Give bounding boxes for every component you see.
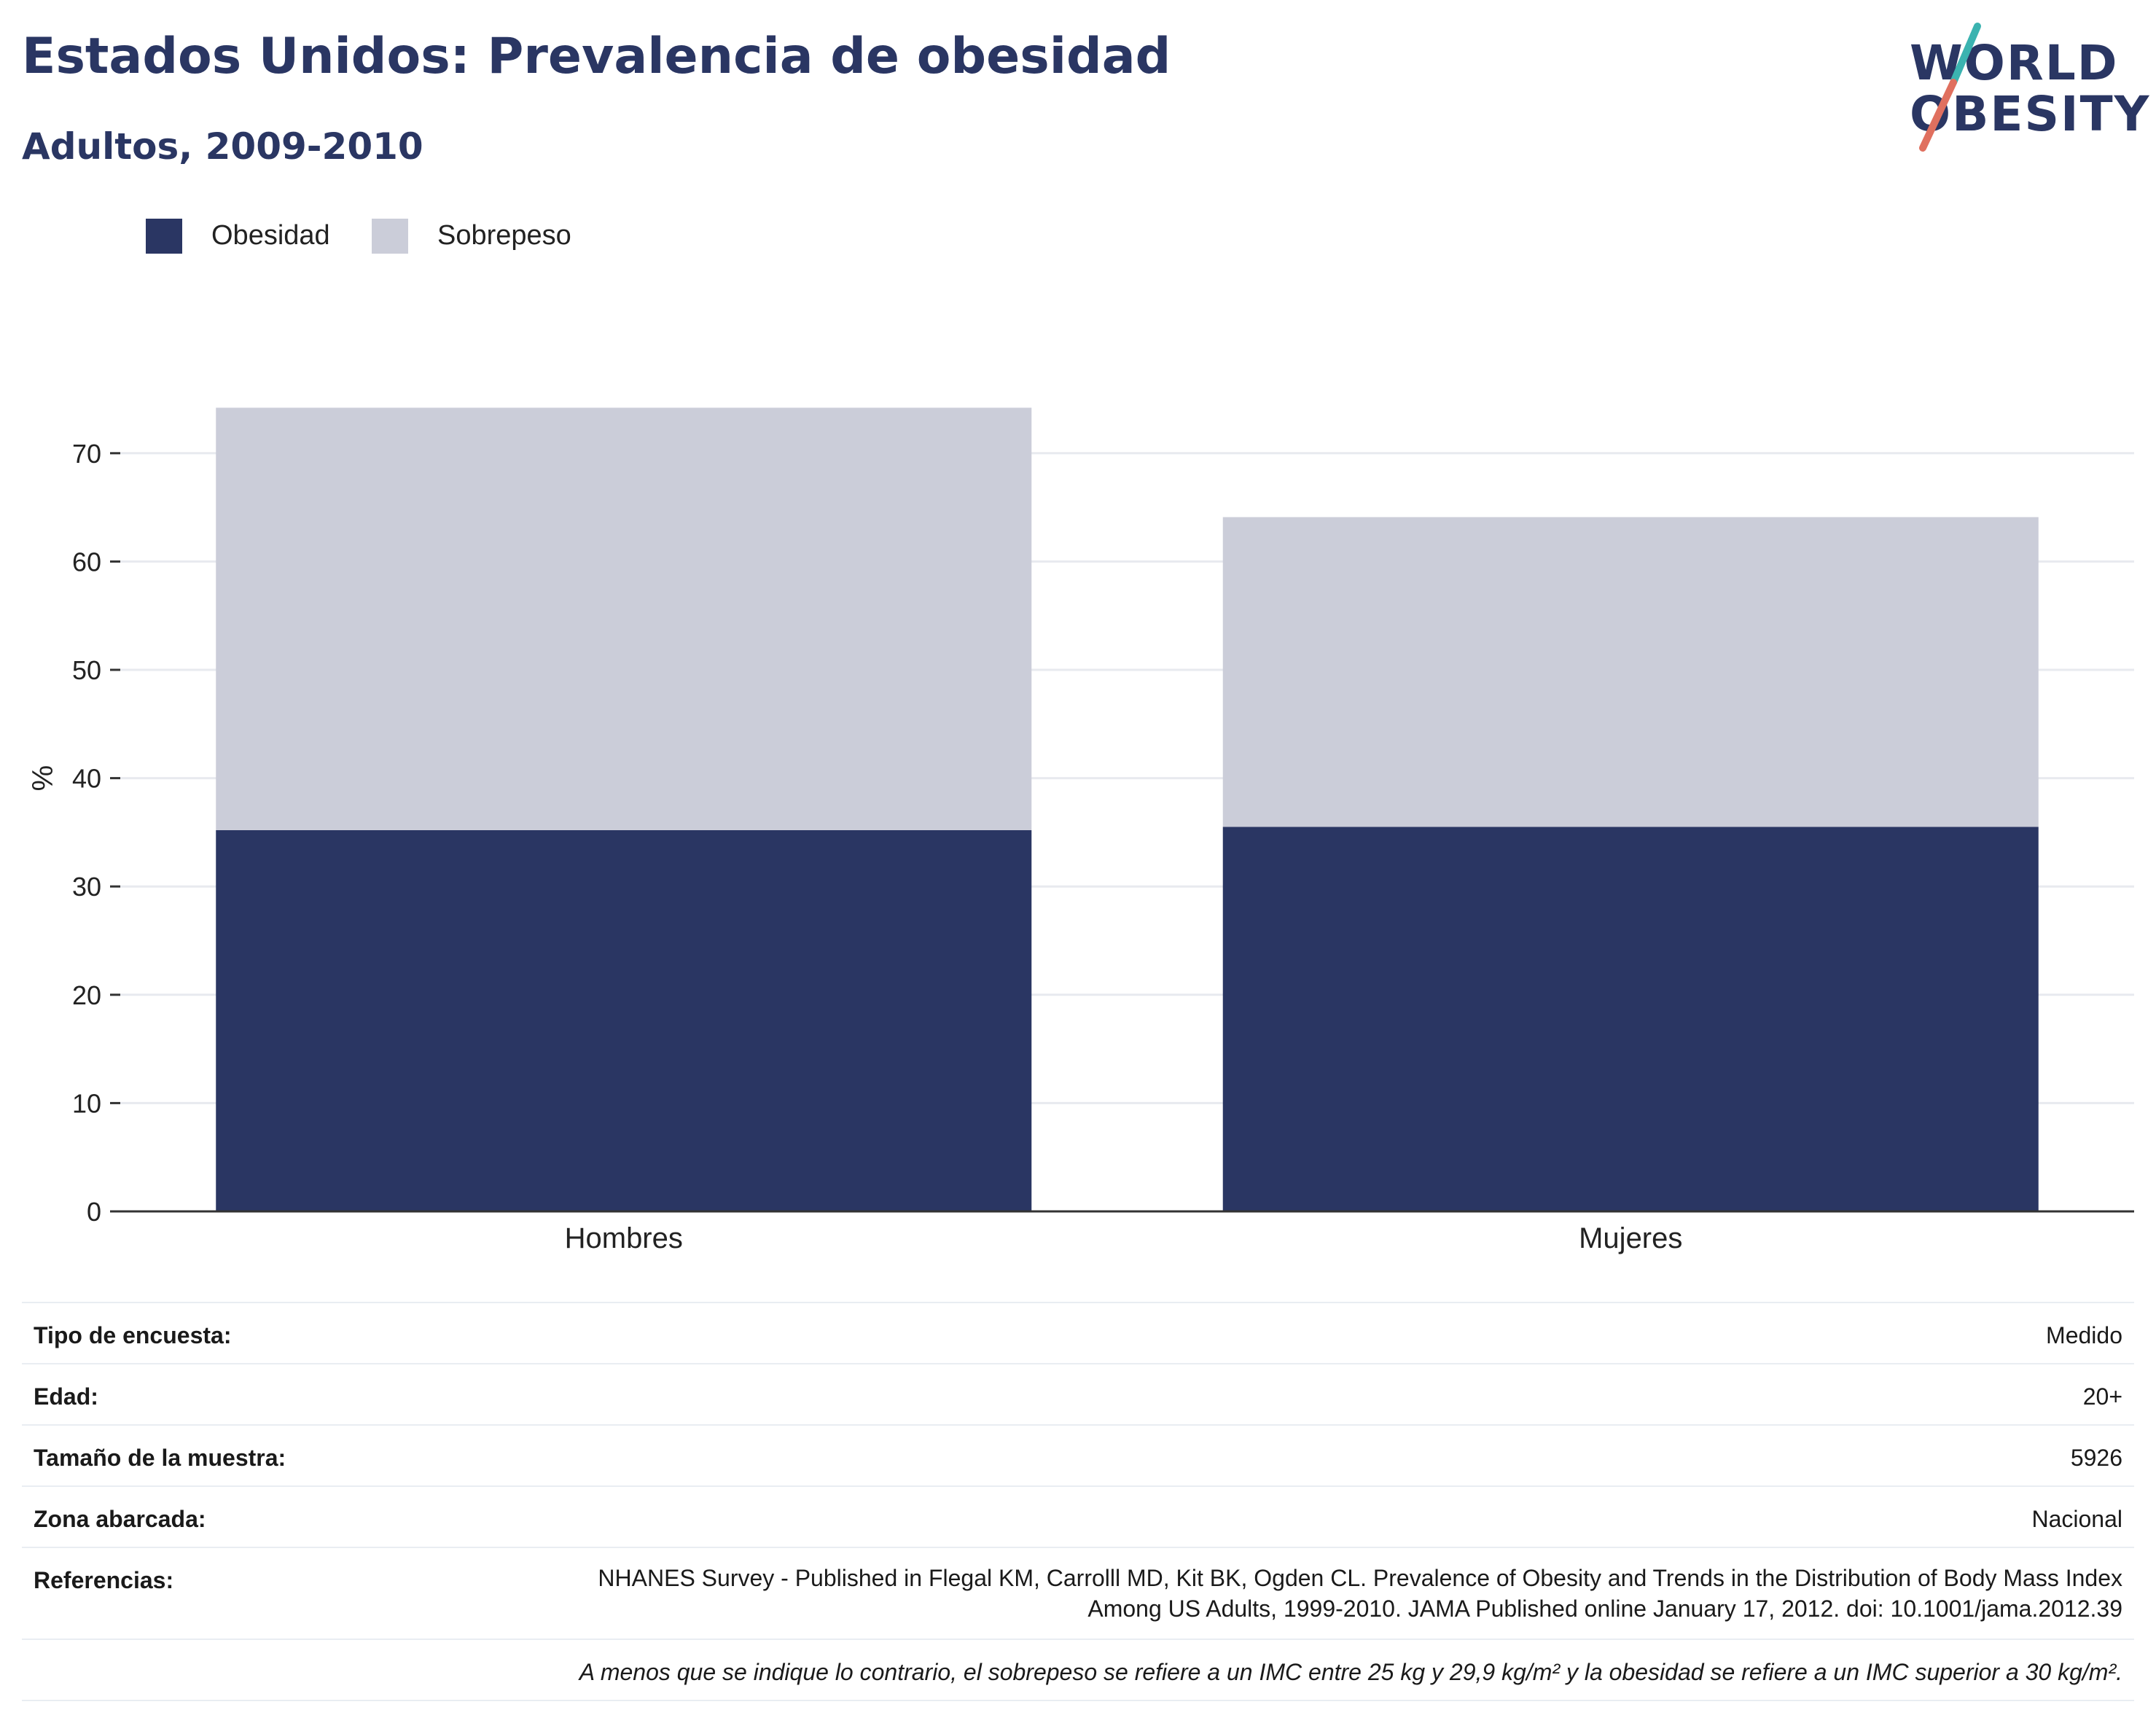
info-row-edad: Edad: 20+	[22, 1364, 2134, 1426]
y-tick-label: 30	[72, 872, 101, 902]
y-tick-label: 60	[72, 547, 101, 577]
world-obesity-logo: WORLD OBESITY	[1895, 20, 2149, 159]
y-tick-label: 70	[72, 439, 101, 469]
info-label: Tamaño de la muestra:	[34, 1445, 286, 1471]
info-row-muestra: Tamaño de la muestra: 5926	[22, 1426, 2134, 1487]
logo-line-1: WORLD	[1910, 35, 2119, 91]
chart-subtitle: Adultos, 2009-2010	[22, 125, 423, 168]
bar-obesidad-hombres	[216, 829, 1032, 1211]
bar-obesidad-mujeres	[1222, 827, 2039, 1211]
chart-title: Estados Unidos: Prevalencia de obesidad	[22, 28, 1171, 85]
info-label: Edad:	[34, 1383, 98, 1410]
info-label: Zona abarcada:	[34, 1506, 206, 1532]
y-tick-label: 20	[72, 980, 101, 1010]
legend-swatch-obesidad	[146, 219, 182, 254]
info-label: Tipo de encuesta:	[34, 1322, 232, 1348]
info-row-referencias: Referencias: NHANES Survey - Published i…	[22, 1548, 2134, 1640]
stacked-bar-chart: 0 10 20 30 40 50 60 70% Hombres Mujeres	[27, 407, 2134, 1254]
info-value: 5926	[2070, 1445, 2122, 1471]
y-axis-label: %	[27, 765, 59, 792]
info-row-zona: Zona abarcada: Nacional	[22, 1487, 2134, 1548]
legend-swatch-sobrepeso	[372, 219, 408, 254]
footnote: A menos que se indique lo contrario, el …	[579, 1659, 2122, 1685]
y-tick-label: 50	[72, 655, 101, 685]
survey-info-table: Tipo de encuesta: Medido Edad: 20+ Tamañ…	[22, 1302, 2134, 1701]
info-value: 20+	[2082, 1383, 2122, 1410]
x-tick-label: Mujeres	[1579, 1222, 1682, 1254]
info-value: Medido	[2046, 1322, 2122, 1348]
bar-sobrepeso-mujeres	[1222, 517, 2039, 827]
y-tick-label: 40	[72, 764, 101, 794]
info-row-note: A menos que se indique lo contrario, el …	[22, 1640, 2134, 1701]
info-label: Referencias:	[34, 1567, 174, 1593]
info-value: Nacional	[2031, 1506, 2122, 1532]
legend-label-obesidad: Obesidad	[211, 220, 330, 251]
info-value-reference: NHANES Survey - Published in Flegal KM, …	[598, 1565, 2122, 1622]
y-tick-label: 0	[87, 1197, 101, 1227]
y-tick-label: 10	[72, 1088, 101, 1118]
info-row-tipo: Tipo de encuesta: Medido	[22, 1302, 2134, 1364]
logo-slash-icon	[1919, 23, 1981, 152]
legend-label-sobrepeso: Sobrepeso	[437, 220, 571, 251]
x-tick-label: Hombres	[565, 1222, 683, 1254]
bar-sobrepeso-hombres	[216, 407, 1032, 830]
